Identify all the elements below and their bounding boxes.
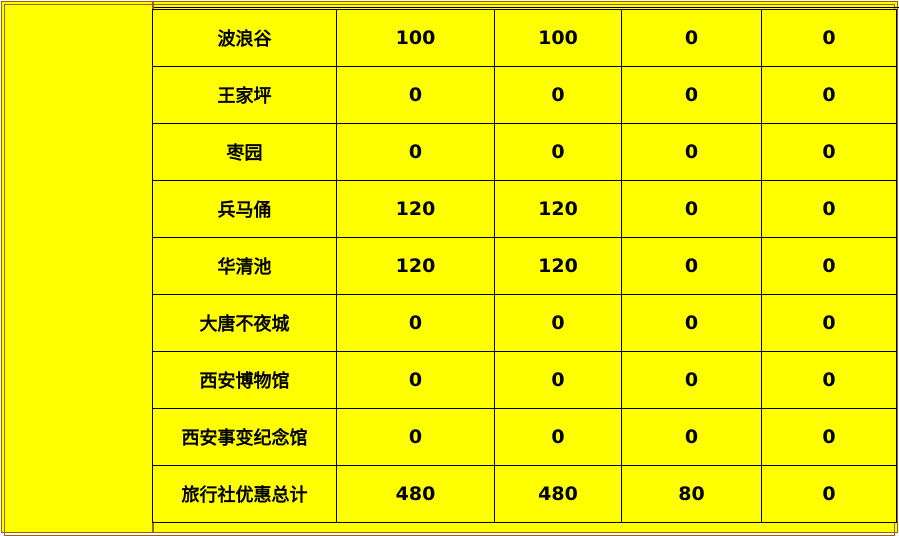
attraction-name: 兵马俑 [152, 180, 337, 238]
value-cell: 0 [761, 237, 897, 295]
table-row: 大唐不夜城 0 0 0 0 [152, 294, 897, 352]
attraction-name: 枣园 [152, 123, 337, 181]
value-cell: 100 [336, 9, 495, 67]
value-cell: 0 [336, 294, 495, 352]
value-cell: 0 [761, 66, 897, 124]
table-row: 旅行社优惠总计 480 480 80 0 [152, 465, 897, 523]
value-cell: 0 [336, 66, 495, 124]
attraction-name: 旅行社优惠总计 [152, 465, 337, 523]
value-cell: 0 [494, 351, 622, 409]
value-cell: 80 [621, 465, 762, 523]
attraction-name: 大唐不夜城 [152, 294, 337, 352]
attraction-name: 王家坪 [152, 66, 337, 124]
value-cell: 0 [494, 66, 622, 124]
value-cell: 0 [761, 465, 897, 523]
value-cell: 0 [336, 408, 495, 466]
value-cell: 0 [336, 123, 495, 181]
value-cell: 0 [621, 294, 762, 352]
value-cell: 0 [621, 351, 762, 409]
value-cell: 0 [494, 294, 622, 352]
attraction-name: 华清池 [152, 237, 337, 295]
value-cell: 0 [761, 180, 897, 238]
value-cell: 0 [761, 294, 897, 352]
value-cell: 120 [494, 180, 622, 238]
value-cell: 480 [336, 465, 495, 523]
table-row: 华清池 120 120 0 0 [152, 237, 897, 295]
discount-table: 波浪谷 100 100 0 0 王家坪 0 0 0 0 枣园 0 0 0 0 兵马俑 120 120 0 0 华清池 12… [152, 9, 897, 523]
value-cell: 0 [761, 408, 897, 466]
table-row: 西安博物馆 0 0 0 0 [152, 351, 897, 409]
value-cell: 0 [761, 9, 897, 67]
value-cell: 0 [621, 123, 762, 181]
value-cell: 120 [336, 237, 495, 295]
value-cell: 0 [494, 408, 622, 466]
header-divider [154, 7, 899, 8]
value-cell: 0 [621, 9, 762, 67]
attraction-name: 波浪谷 [152, 9, 337, 67]
value-cell: 0 [621, 66, 762, 124]
table-row: 兵马俑 120 120 0 0 [152, 180, 897, 238]
attraction-name: 西安事变纪念馆 [152, 408, 337, 466]
value-cell: 0 [761, 351, 897, 409]
value-cell: 0 [621, 237, 762, 295]
table-row: 王家坪 0 0 0 0 [152, 66, 897, 124]
attraction-name: 西安博物馆 [152, 351, 337, 409]
table-row: 西安事变纪念馆 0 0 0 0 [152, 408, 897, 466]
table-row: 波浪谷 100 100 0 0 [152, 9, 897, 67]
value-cell: 0 [621, 408, 762, 466]
value-cell: 120 [494, 237, 622, 295]
value-cell: 0 [336, 351, 495, 409]
value-cell: 120 [336, 180, 495, 238]
value-cell: 100 [494, 9, 622, 67]
value-cell: 480 [494, 465, 622, 523]
table-row: 枣园 0 0 0 0 [152, 123, 897, 181]
value-cell: 0 [621, 180, 762, 238]
value-cell: 0 [761, 123, 897, 181]
value-cell: 0 [494, 123, 622, 181]
